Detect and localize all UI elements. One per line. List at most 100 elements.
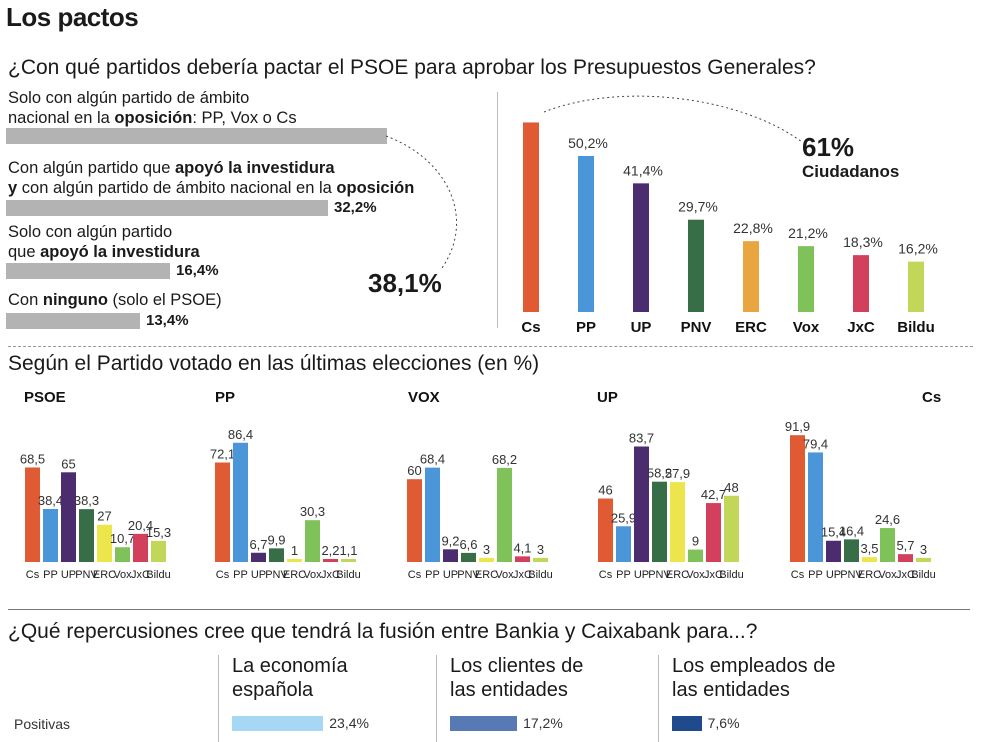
value-pp-vox: 30,3 <box>300 504 325 519</box>
bar-vox-cs <box>407 479 422 562</box>
tick-psoe-up: UP <box>61 569 76 581</box>
bar-up-pp <box>616 526 631 562</box>
bar-cs-cs <box>790 435 805 562</box>
bar-pnv <box>688 219 704 312</box>
q3-question: ¿Qué repercusiones cree que tendrá la fu… <box>8 620 758 643</box>
bar-label-vox: 21,2% <box>788 225 828 241</box>
value-vox-pp: 68,4 <box>420 452 445 467</box>
value-cs-up: 15,4 <box>821 525 846 540</box>
value-cs-erc: 3,5 <box>860 541 878 556</box>
tick-cs-pp: PP <box>808 569 823 581</box>
value-vox-up: 9,2 <box>441 533 459 548</box>
value-up-pnv: 58,2 <box>647 466 672 481</box>
cs-callout-curve <box>543 95 803 143</box>
q1-question: ¿Con qué partidos debería pactar el PSOE… <box>8 56 816 79</box>
tick-cs-jxc: JxC <box>896 569 915 581</box>
group-title-cs: Cs <box>922 389 941 406</box>
positivas-value-clientes: 17,2% <box>523 715 563 731</box>
bar-pp <box>578 155 594 312</box>
bar-label-erc: 22,8% <box>733 220 773 236</box>
bar-label-up: 41,4% <box>623 162 663 178</box>
value-pp-bildu: 1,1 <box>339 543 357 558</box>
value-vox-vox: 68,2 <box>492 452 517 467</box>
bar-label-jxc: 18,3% <box>843 234 883 250</box>
q1-option-1: Solo con algún partido de ámbito naciona… <box>8 88 297 128</box>
tick-cs-erc: ERC <box>858 569 881 581</box>
bar-cs-jxc <box>898 554 913 562</box>
positivas-bar-clientes <box>450 716 518 731</box>
q1-highlight-value: 38,1% <box>368 268 442 298</box>
bar-vox-bildu <box>533 557 548 562</box>
q1-option-4: Con ninguno (solo el PSOE) <box>8 290 222 310</box>
bar-vox-vox <box>497 467 512 562</box>
bar-bildu <box>908 261 924 312</box>
tick-psoe-pp: PP <box>43 569 58 581</box>
q1-option-2-line1: Con algún partido que apoyó la investidu… <box>8 159 335 177</box>
value-cs-jxc: 5,7 <box>896 538 914 553</box>
bar-label-pp: 50,2% <box>568 135 608 151</box>
tick-pp-vox: Vox <box>303 569 322 581</box>
value-psoe-jxc: 20,4 <box>128 518 153 533</box>
tick-cs-vox: Vox <box>878 569 897 581</box>
q3-divider-2 <box>436 655 437 742</box>
bar-psoe-pnv <box>79 509 94 562</box>
q1-option-3-line1: Solo con algún partido <box>8 223 173 241</box>
tick-cs-pnv: PNV <box>840 569 863 581</box>
party-chart: Cs 50,2% PP 41,4% UP 29,7% PNV 22,8% ERC 21,2% Vox… <box>521 122 938 336</box>
bar-cs-up <box>826 540 841 562</box>
tick-vox-erc: ERC <box>475 569 498 581</box>
positivas-bar-economia <box>232 716 324 731</box>
bar-cs-vox <box>880 528 895 562</box>
q3-head-clientes: Los clientes de las entidades <box>450 655 584 701</box>
group-title-vox: VOX <box>408 389 440 406</box>
tick-vox-up: UP <box>443 569 458 581</box>
value-psoe-cs: 68,5 <box>20 451 45 466</box>
q1-bar-3-value: 16,4% <box>176 262 219 279</box>
bar-erc <box>743 241 759 312</box>
tick-up-pnv: PNV <box>648 569 671 581</box>
bar-up-cs <box>598 498 613 562</box>
tick-psoe-pnv: PNV <box>75 569 98 581</box>
value-up-vox: 9 <box>692 534 699 549</box>
bar-vox-jxc <box>515 556 530 562</box>
tick-up-pp: PP <box>616 569 631 581</box>
q3-divider-3 <box>658 655 659 742</box>
value-pp-pnv: 9,9 <box>267 532 285 547</box>
bar-up-pnv <box>652 481 667 562</box>
q1-bar-1 <box>6 128 387 144</box>
value-up-erc: 57,9 <box>665 466 690 481</box>
value-up-bildu: 48 <box>724 480 738 495</box>
value-pp-cs: 72,1 <box>210 447 235 462</box>
bar-vox <box>798 246 814 312</box>
bar-pp-pp <box>233 442 248 562</box>
bar-jxc <box>853 255 869 312</box>
bar-cs-pp <box>808 452 823 562</box>
bar-vox-erc <box>479 557 494 562</box>
q2-heading: Según el Partido votado en las últimas e… <box>8 352 540 375</box>
value-psoe-bildu: 15,3 <box>146 525 171 540</box>
tick-pp-bildu: Bildu <box>336 569 360 581</box>
value-psoe-up: 65 <box>61 456 75 471</box>
tick-pp-pnv: PNV <box>265 569 288 581</box>
value-psoe-erc: 27 <box>97 509 111 524</box>
tick-cs-bildu: Bildu <box>911 569 935 581</box>
tick-up-erc: ERC <box>666 569 689 581</box>
q1-option-1-line2: nacional en la oposición: PP, Vox o Cs <box>8 109 297 127</box>
value-up-pp: 25,9 <box>611 510 636 525</box>
tick-bildu: Bildu <box>897 319 935 336</box>
section-divider-1 <box>8 346 973 347</box>
tick-vox: Vox <box>793 319 820 336</box>
bar-pp-pnv <box>269 548 284 562</box>
q3-head-empleados: Los empleados de las entidades <box>672 655 836 701</box>
bar-pp-cs <box>215 462 230 562</box>
value-psoe-vox: 10,7 <box>110 531 135 546</box>
bar-cs-bildu <box>916 557 931 562</box>
bar-up-erc <box>670 482 685 562</box>
q1-option-2: Con algún partido que apoyó la investidu… <box>8 158 414 198</box>
value-up-jxc: 42,7 <box>701 487 726 502</box>
tick-erc: ERC <box>735 319 767 336</box>
bar-psoe-cs <box>25 467 40 562</box>
group-title-up: UP <box>597 389 618 406</box>
tick-up-vox: Vox <box>686 569 705 581</box>
bar-vox-up <box>443 549 458 562</box>
